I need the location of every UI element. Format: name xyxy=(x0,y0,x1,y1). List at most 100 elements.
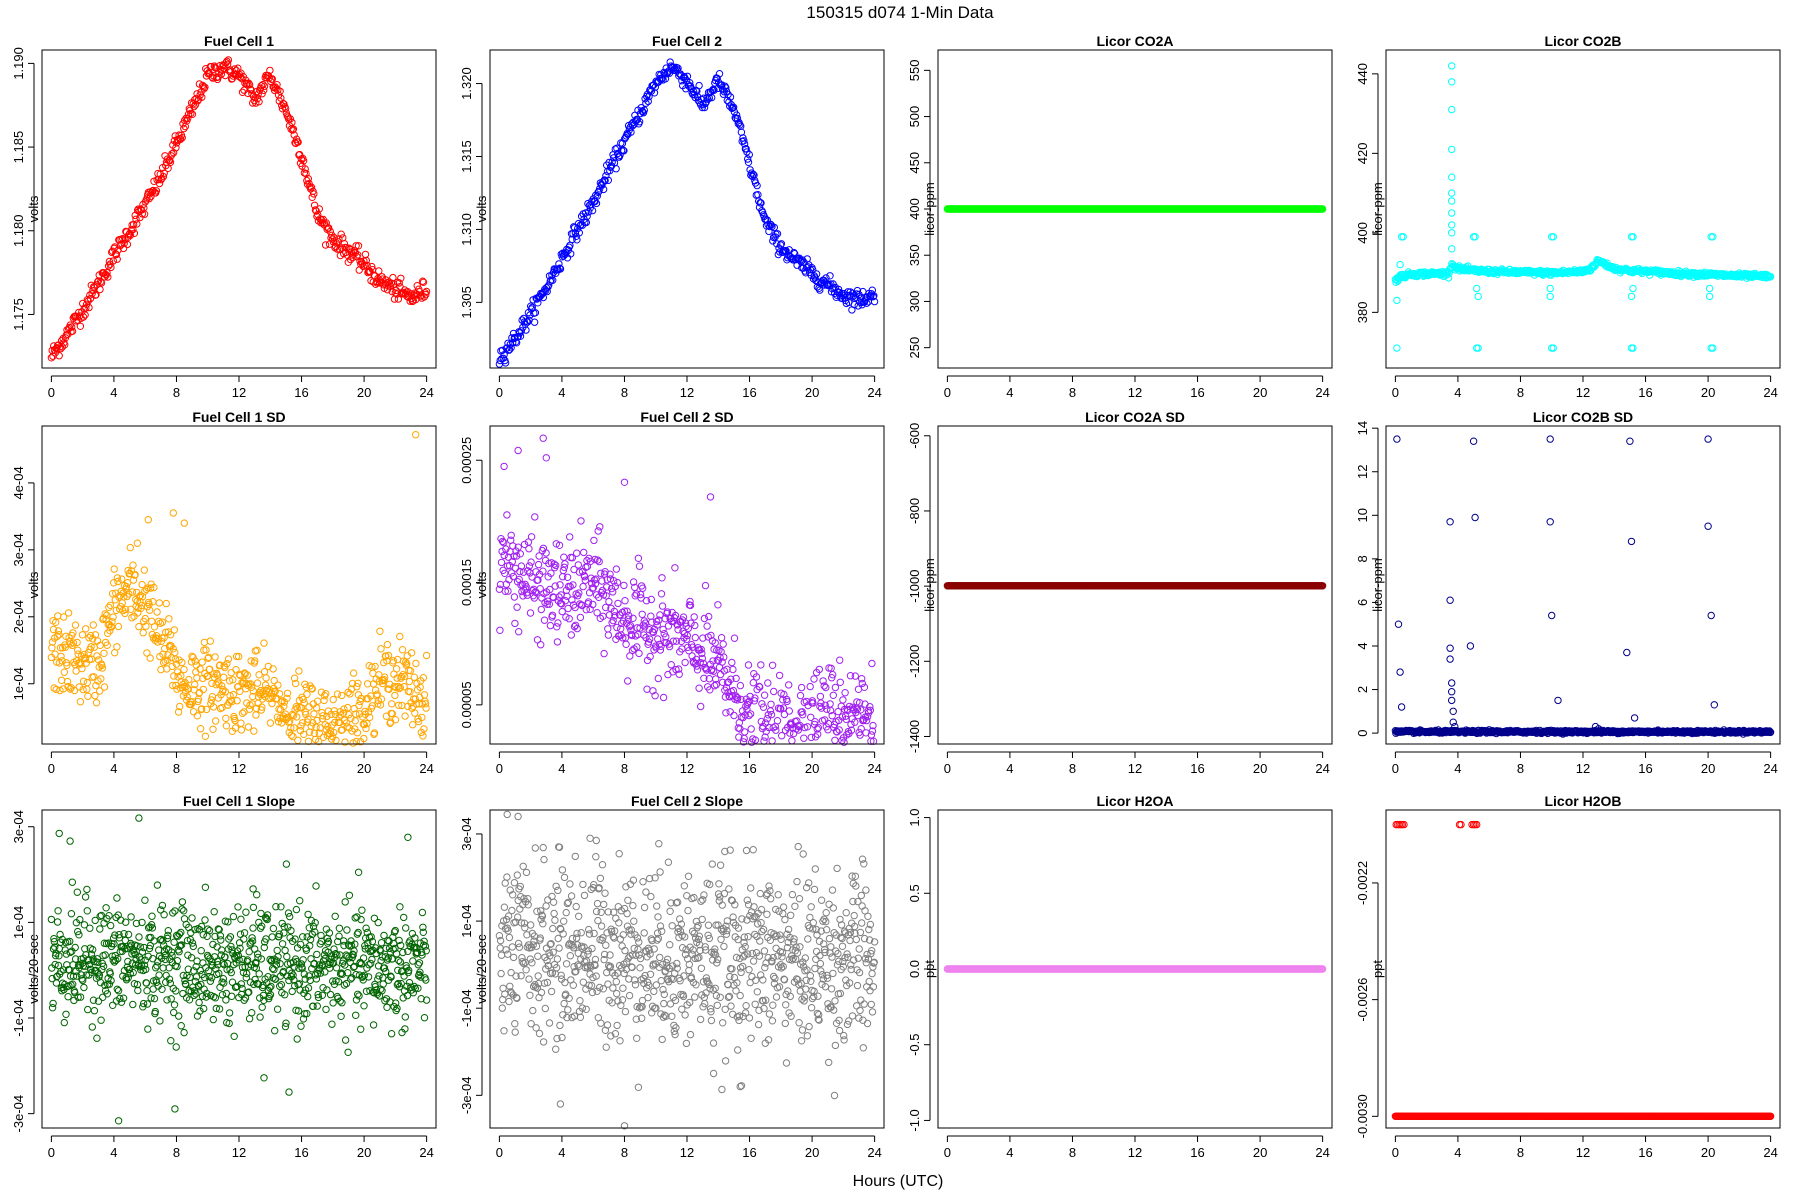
data-point xyxy=(67,910,76,918)
data-point xyxy=(1449,718,1457,726)
data-point xyxy=(349,669,358,677)
data-point xyxy=(767,700,775,708)
data-point xyxy=(822,274,830,282)
data-point xyxy=(515,628,523,636)
data-point xyxy=(220,673,228,681)
data-point xyxy=(129,561,137,569)
data-points xyxy=(943,205,1327,213)
data-point xyxy=(633,116,641,124)
data-point xyxy=(635,118,644,126)
plot-frame xyxy=(937,49,1333,369)
data-point xyxy=(188,110,197,119)
data-point xyxy=(222,722,231,730)
data-point xyxy=(703,622,711,630)
data-point xyxy=(211,653,219,661)
data-point xyxy=(97,278,105,286)
data-point xyxy=(1546,518,1554,526)
data-point xyxy=(144,516,153,524)
data-point xyxy=(657,590,666,598)
data-point xyxy=(187,109,195,118)
data-point xyxy=(580,548,588,557)
data-point xyxy=(1469,233,1478,241)
data-point xyxy=(351,249,359,257)
x-axis: 0 4 8 12 16 20 24 xyxy=(496,751,882,776)
plot-frame xyxy=(489,49,885,369)
data-point xyxy=(419,277,427,285)
x-tick-label: 0 xyxy=(944,385,951,400)
data-point xyxy=(83,296,92,304)
data-point xyxy=(604,631,613,639)
data-point xyxy=(693,666,702,674)
data-point xyxy=(253,679,262,687)
chart-title: Fuel Cell 2 SD xyxy=(640,409,733,425)
data-point xyxy=(583,212,591,220)
data-point xyxy=(590,536,598,545)
plot-frame xyxy=(41,425,437,745)
data-point xyxy=(1448,221,1456,229)
data-point xyxy=(573,549,581,557)
data-point xyxy=(635,649,643,658)
data-point xyxy=(513,603,521,611)
data-point xyxy=(683,72,692,81)
data-point xyxy=(57,344,65,353)
x-tick-label: 16 xyxy=(294,761,308,776)
data-point xyxy=(600,649,608,658)
data-point xyxy=(238,88,247,97)
data-point xyxy=(1393,344,1401,352)
data-point xyxy=(1448,209,1456,217)
data-point xyxy=(108,248,116,257)
x-axis: 0 4 8 12 16 20 24 xyxy=(1392,375,1778,400)
data-point xyxy=(574,561,582,569)
data-point xyxy=(150,623,159,631)
data-point xyxy=(499,354,507,362)
data-point xyxy=(1474,344,1482,352)
panels: Fuel Cell 10 4 8 12 16 20 241.1751.1801.1851.1… xyxy=(11,33,1781,1160)
data-point xyxy=(250,727,258,735)
x-tick-label: 24 xyxy=(867,385,881,400)
data-point xyxy=(519,568,528,576)
data-point xyxy=(719,640,727,648)
data-point xyxy=(733,114,742,123)
data-point xyxy=(1448,197,1456,205)
data-point xyxy=(610,154,618,162)
data-point xyxy=(604,625,612,633)
data-point xyxy=(744,661,753,669)
data-point xyxy=(516,329,524,337)
data-point xyxy=(503,511,511,519)
data-point xyxy=(1546,435,1554,443)
x-tick-label: 16 xyxy=(1638,761,1652,776)
data-point xyxy=(620,581,628,590)
data-point xyxy=(58,343,66,351)
data-point xyxy=(1446,518,1454,526)
data-point xyxy=(395,279,403,287)
data-point xyxy=(671,564,679,572)
data-point xyxy=(831,683,840,692)
data-point xyxy=(576,613,585,622)
data-point xyxy=(768,661,777,669)
data-point xyxy=(1466,642,1475,650)
data-point xyxy=(539,293,547,302)
data-point xyxy=(78,664,86,673)
data-point xyxy=(368,262,376,271)
data-point xyxy=(85,303,93,312)
x-tick-label: 20 xyxy=(357,761,371,776)
x-tick-label: 20 xyxy=(1253,385,1267,400)
data-point xyxy=(870,292,878,300)
data-point xyxy=(100,269,108,277)
data-point xyxy=(295,667,303,675)
data-point xyxy=(525,545,533,553)
x-tick-label: 4 xyxy=(558,761,565,776)
data-point xyxy=(697,702,705,711)
data-point xyxy=(335,235,343,243)
y-tick-label: 450 xyxy=(907,152,922,174)
x-tick-label: 24 xyxy=(867,761,881,776)
y-tick-label: -1000 xyxy=(907,570,922,603)
data-point xyxy=(851,294,859,302)
data-point xyxy=(126,543,135,552)
data-point xyxy=(377,645,385,653)
data-point xyxy=(180,124,188,133)
data-point xyxy=(537,641,545,649)
data-point xyxy=(192,661,201,669)
data-point xyxy=(93,652,101,660)
